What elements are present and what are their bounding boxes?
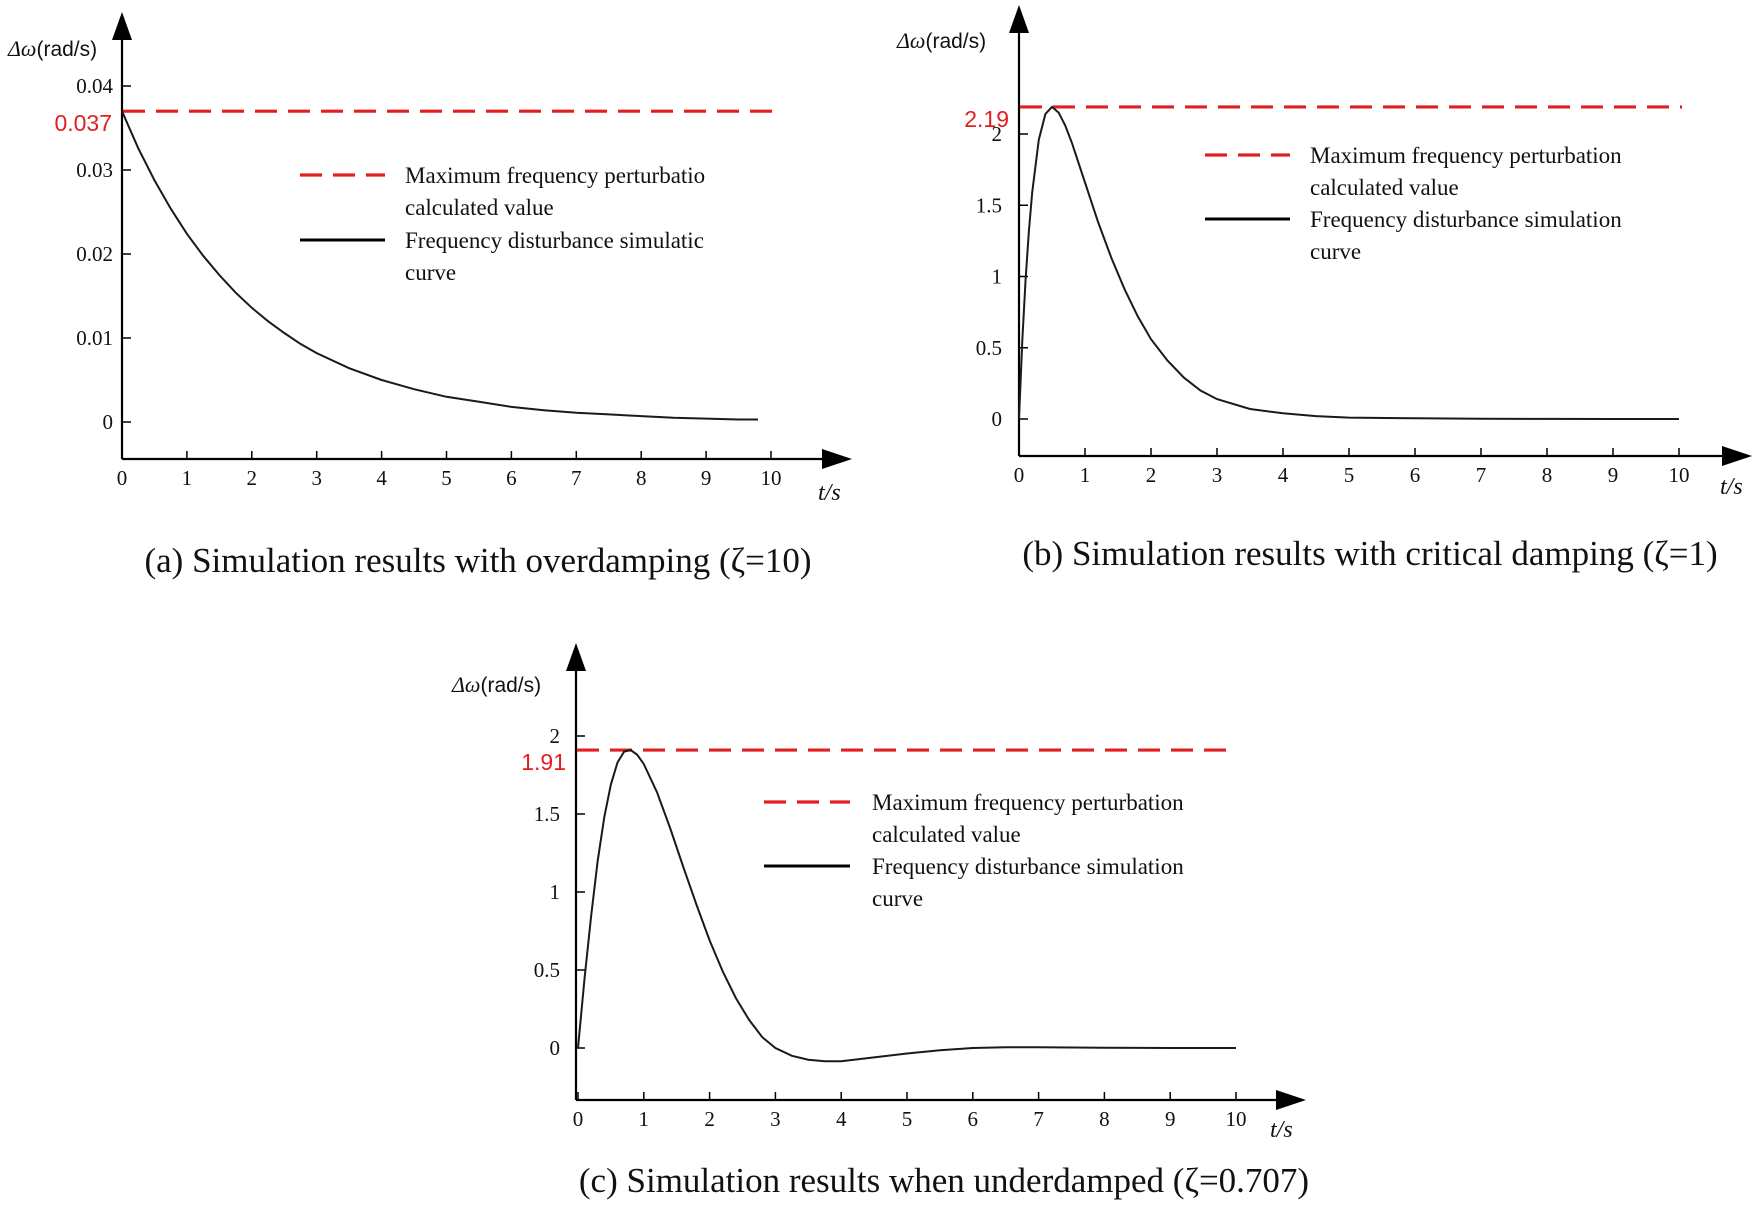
x-tick-label: 9: [701, 466, 712, 490]
legend-label: Maximum frequency perturbation: [872, 790, 1184, 815]
simulation-curve: [1018, 105, 1679, 420]
x-tick-label: 7: [1476, 463, 1487, 487]
legend-label: Frequency disturbance simulation: [1310, 207, 1622, 232]
chart-panel-1: 0 0.01 0.02 0.03 0.04 0 1 2 3 4 5 6 7 8 9 10 t/s Δω(rad/s…: [7, 12, 852, 580]
x-tick-label: 8: [1542, 463, 1553, 487]
reference-label: 0.037: [54, 110, 112, 136]
y-tick-label: 0.02: [76, 242, 113, 266]
y-axis-symbol: Δω: [7, 36, 36, 61]
x-tick-label: 1: [182, 466, 193, 490]
y-axis-unit: (rad/s): [36, 38, 97, 61]
y-tick-label: 0.5: [976, 336, 1002, 360]
reference-label: 1.91: [521, 749, 566, 775]
legend-label: Frequency disturbance simulatic: [405, 228, 704, 253]
legend-label: curve: [1310, 239, 1361, 264]
y-axis-unit: (rad/s): [925, 30, 986, 53]
x-axis-arrow: [822, 449, 852, 469]
x-tick-label: 5: [902, 1107, 913, 1131]
chart-panel-3: 0 0.5 1 1.5 2 0 1 2 3 4 5 6 7 8 9 10 t/s Δω(rad/s) 1.91 Max…: [451, 643, 1309, 1200]
x-tick-label: 4: [836, 1107, 847, 1131]
chart-panel-2: 0 0.5 1 1.5 2 0 1 2 3 4 5 6 7 8 9 10 t/s Δω(rad/s) 2.19 Max…: [896, 5, 1752, 573]
y-axis-arrow: [566, 643, 586, 671]
x-tick-label: 10: [1226, 1107, 1247, 1131]
x-tick-label: 4: [376, 466, 387, 490]
y-tick-label: 1: [550, 880, 561, 904]
y-axis-symbol: Δω: [896, 28, 925, 53]
x-axis-label: t/s: [1720, 474, 1743, 500]
chart-caption: (c) Simulation results when underdamped …: [579, 1161, 1309, 1200]
x-axis-arrow: [1276, 1090, 1306, 1110]
x-tick-label: 7: [571, 466, 582, 490]
y-tick-label: 0: [992, 407, 1003, 431]
x-tick-label: 3: [311, 466, 322, 490]
legend-label: calculated value: [405, 195, 554, 220]
x-tick-label: 0: [573, 1107, 584, 1131]
y-axis-arrow: [1009, 5, 1029, 33]
legend-label: curve: [405, 260, 456, 285]
x-axis-label: t/s: [818, 480, 841, 506]
x-tick-label: 6: [968, 1107, 979, 1131]
legend-label: calculated value: [1310, 175, 1459, 200]
x-tick-label: 9: [1608, 463, 1619, 487]
x-tick-label: 3: [1212, 463, 1223, 487]
y-tick-label: 0.04: [76, 74, 113, 98]
y-axis-arrow: [112, 12, 132, 40]
y-tick-label: 0: [103, 410, 114, 434]
x-tick-label: 10: [1669, 463, 1690, 487]
x-tick-label: 9: [1165, 1107, 1176, 1131]
legend-label: calculated value: [872, 822, 1021, 847]
y-axis-title: Δω(rad/s): [7, 36, 97, 61]
y-tick-label: 0: [550, 1036, 561, 1060]
y-tick-label: 2: [550, 724, 561, 748]
chart-caption: (a) Simulation results with overdamping …: [144, 541, 811, 580]
y-axis-title: Δω(rad/s): [896, 28, 986, 53]
y-tick-label: 2: [992, 122, 1003, 146]
y-tick-label: 0.01: [76, 326, 113, 350]
x-tick-label: 5: [1344, 463, 1355, 487]
chart-caption: (b) Simulation results with critical dam…: [1022, 534, 1717, 573]
legend-label: Maximum frequency perturbation: [1310, 143, 1622, 168]
x-tick-label: 4: [1278, 463, 1289, 487]
y-tick-label: 0.03: [76, 158, 113, 182]
reference-label: 2.19: [964, 106, 1009, 132]
x-tick-label: 5: [441, 466, 452, 490]
x-tick-label: 10: [761, 466, 782, 490]
legend-label: Frequency disturbance simulation: [872, 854, 1184, 879]
simulation-curve: [121, 110, 758, 421]
x-tick-label: 2: [704, 1107, 715, 1131]
x-tick-label: 0: [1014, 463, 1025, 487]
x-tick-label: 2: [1146, 463, 1157, 487]
x-tick-label: 8: [1099, 1107, 1110, 1131]
x-tick-label: 1: [639, 1107, 650, 1131]
y-tick-label: 1.5: [976, 193, 1002, 217]
y-axis-symbol: Δω: [451, 672, 480, 697]
simulation-curve: [577, 748, 1236, 1063]
legend-label: curve: [872, 886, 923, 911]
legend-label: Maximum frequency perturbatio: [405, 163, 705, 188]
y-axis-unit: (rad/s): [480, 674, 541, 697]
y-axis-title: Δω(rad/s): [451, 672, 541, 697]
x-tick-label: 1: [1080, 463, 1091, 487]
x-tick-label: 6: [1410, 463, 1421, 487]
x-axis-label: t/s: [1270, 1117, 1293, 1143]
x-tick-label: 6: [506, 466, 517, 490]
x-tick-label: 3: [770, 1107, 781, 1131]
y-tick-label: 0.5: [534, 958, 560, 982]
x-tick-label: 8: [636, 466, 647, 490]
x-tick-label: 0: [117, 466, 128, 490]
y-tick-label: 1.5: [534, 802, 560, 826]
x-tick-label: 2: [247, 466, 258, 490]
x-axis-arrow: [1722, 446, 1752, 466]
y-tick-label: 1: [992, 265, 1003, 289]
x-tick-label: 7: [1033, 1107, 1044, 1131]
